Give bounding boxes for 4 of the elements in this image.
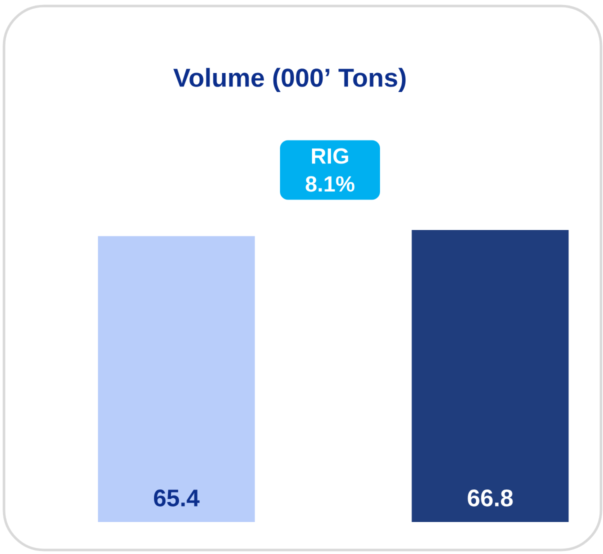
- data-label: 66.8: [468, 490, 513, 506]
- data-label: 65.4: [154, 490, 200, 506]
- text: RIG 8.1%: [306, 148, 354, 192]
- chart-title: Volume (000’ Tons): [173, 68, 406, 92]
